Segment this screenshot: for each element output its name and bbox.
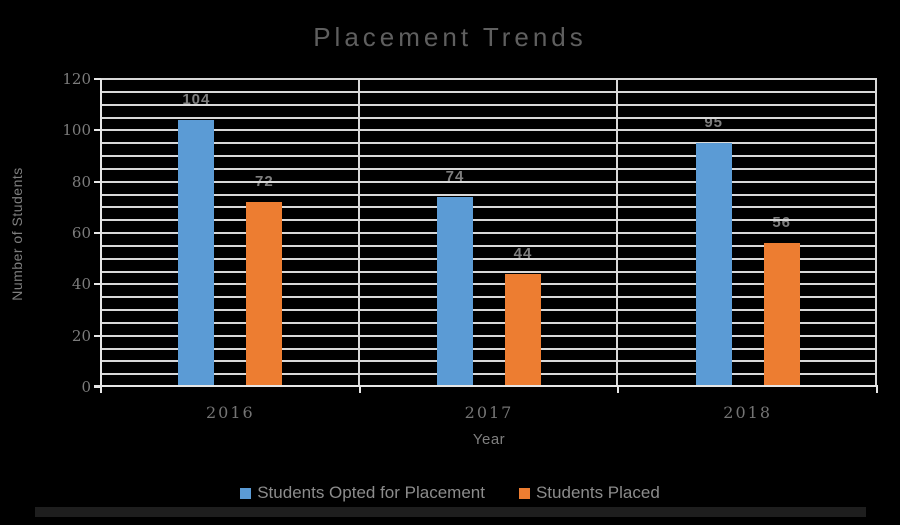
gridline-horizontal — [101, 270, 877, 273]
bar-value-label: 56 — [772, 214, 791, 232]
bar-2017-series1 — [437, 197, 473, 387]
gridline-horizontal — [101, 309, 877, 311]
plot-area: 104 74 95 72 44 56 — [94, 78, 878, 393]
y-axis-tick — [94, 78, 101, 80]
gridline-horizontal — [101, 244, 877, 247]
bar-2018-series2 — [763, 243, 800, 387]
category-label: 2017 — [464, 403, 514, 422]
y-tick-label: 60 — [71, 224, 91, 242]
y-tick-label: 0 — [81, 378, 91, 396]
gridline-vertical — [875, 79, 877, 387]
bar-value-label: 95 — [704, 114, 723, 132]
gridline-horizontal — [101, 167, 877, 170]
legend-item: Students Placed — [518, 483, 660, 503]
bar-value-label: 44 — [513, 245, 533, 263]
gridline-vertical — [616, 79, 619, 387]
y-tick-label: 100 — [62, 121, 91, 140]
bar-2017-series2 — [505, 274, 541, 387]
gridline-horizontal — [101, 180, 877, 183]
x-axis-tick — [358, 385, 361, 393]
gridline-vertical — [357, 79, 360, 387]
gridline-horizontal — [101, 116, 877, 119]
axes-layer — [94, 78, 878, 393]
y-axis-title: Number of Students — [9, 167, 25, 301]
legend-item-label: Students Placed — [535, 483, 660, 502]
gridline-horizontal — [101, 142, 877, 145]
legend-swatch — [240, 487, 252, 499]
bar-value-label: 104 — [182, 91, 211, 109]
y-axis-tick — [94, 129, 101, 132]
category-label: 2016 — [205, 403, 255, 422]
x-axis-tick — [100, 385, 102, 393]
gridline-horizontal — [101, 334, 877, 337]
gridline-horizontal — [101, 103, 877, 106]
gridline-horizontal — [101, 232, 877, 234]
legend-item-label: Students Opted for Placement — [257, 483, 485, 502]
x-axis-tick — [876, 385, 878, 393]
x-axis-title: Year — [472, 431, 506, 448]
chart-title: Placement Trends — [313, 22, 587, 52]
bar-2018-series1 — [695, 143, 732, 387]
legend-item: Students Opted for Placement — [240, 483, 485, 503]
gridline-horizontal — [101, 78, 877, 80]
y-axis-tick — [94, 232, 101, 234]
gridline-horizontal — [101, 129, 877, 132]
x-axis-line — [94, 385, 877, 387]
bottom-strip — [35, 507, 866, 517]
gridline-horizontal — [101, 321, 877, 324]
y-axis-line — [100, 79, 102, 387]
legend-swatch — [518, 487, 530, 499]
bar-value-label: 74 — [445, 168, 465, 186]
gridline-horizontal — [101, 90, 877, 93]
legend: Students Opted for Placement Students Pla… — [0, 483, 900, 503]
y-tick-label: 120 — [62, 70, 91, 88]
gridline-horizontal — [101, 257, 877, 260]
y-tick-label: 20 — [71, 326, 91, 345]
y-axis-tick — [94, 334, 101, 337]
y-axis-tick — [94, 283, 101, 286]
y-tick-label: 40 — [71, 275, 91, 294]
y-axis-tick — [94, 386, 101, 388]
gridline-horizontal — [101, 347, 877, 350]
bar-2016-series1 — [178, 120, 215, 387]
gridline-horizontal — [101, 283, 877, 286]
gridline-horizontal — [101, 360, 877, 363]
category-label: 2018 — [723, 403, 773, 422]
gridline-horizontal — [101, 296, 877, 299]
gridline-horizontal — [101, 206, 877, 209]
y-tick-label: 80 — [71, 172, 91, 191]
gridline-horizontal — [101, 155, 877, 157]
x-axis-tick — [617, 385, 620, 393]
y-axis-tick — [94, 180, 101, 183]
gridline-horizontal — [101, 373, 877, 376]
gridline-horizontal — [101, 193, 877, 196]
gridlines-layer — [101, 78, 877, 387]
bar-2016-series2 — [246, 202, 283, 387]
gridline-horizontal — [101, 219, 877, 222]
bars-layer — [101, 79, 877, 387]
